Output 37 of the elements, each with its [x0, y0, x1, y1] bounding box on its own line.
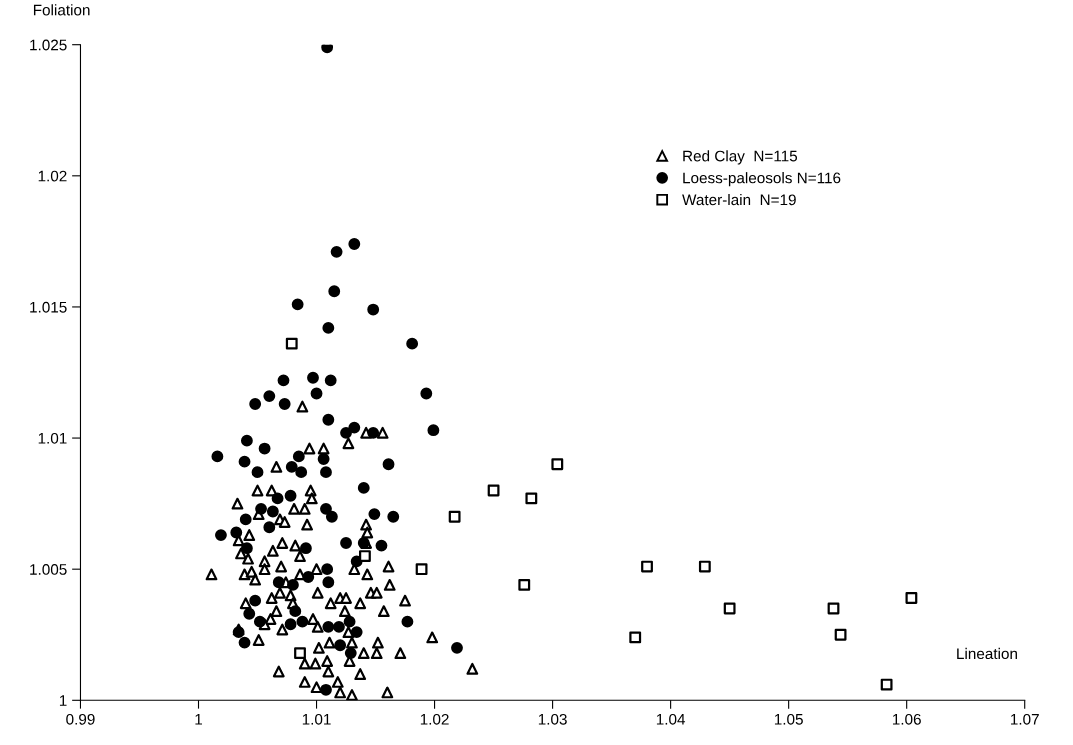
- point: [525, 492, 538, 505]
- point: [641, 560, 653, 573]
- point: [880, 678, 893, 691]
- point: [359, 550, 371, 562]
- y-tick-label: 1.025: [30, 39, 67, 51]
- y-tick-label: 1.005: [30, 564, 67, 575]
- x-tick-label: 1.05: [774, 713, 803, 725]
- x-tick-label: 1.04: [656, 713, 686, 725]
- x-tick-label: 1.06: [892, 713, 921, 725]
- point: [629, 631, 642, 644]
- point: [285, 337, 298, 350]
- point: [827, 602, 840, 615]
- point: [723, 602, 736, 615]
- point: [415, 563, 428, 576]
- y-tick-label: 1.02: [38, 170, 67, 182]
- point: [905, 592, 918, 604]
- x-tick-label: 0.99: [66, 713, 95, 725]
- x-axis-title: Lineation: [957, 647, 1017, 660]
- x-tick-label: 1.01: [302, 713, 331, 725]
- x-tick-label: 1.07: [1011, 713, 1039, 725]
- y-tick-label: 1.015: [30, 301, 67, 313]
- y-axis-title: Foliation: [33, 4, 90, 16]
- y-tick-label: 1: [59, 695, 67, 706]
- legend-label: Loess-paleosols N=116: [683, 172, 841, 187]
- x-tick-label: 1.03: [538, 713, 567, 725]
- point: [834, 628, 847, 641]
- point: [448, 510, 461, 523]
- x-tick-label: 1.02: [420, 713, 449, 725]
- point: [294, 647, 306, 660]
- point: [518, 578, 531, 591]
- y-tick-label: 1.01: [38, 432, 67, 444]
- point: [487, 484, 500, 497]
- point: [698, 560, 711, 573]
- legend-label: Water-lain N=19: [682, 194, 796, 206]
- point: [551, 458, 564, 471]
- x-tick-label: 1: [195, 714, 203, 725]
- legend-label: Red Clay N=115: [683, 150, 798, 165]
